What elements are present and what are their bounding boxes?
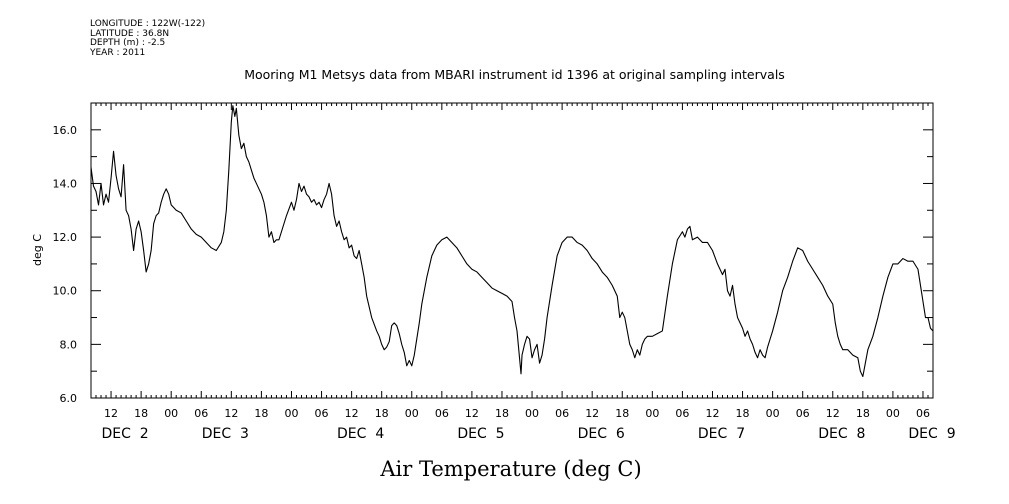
y-tick-label: 14.0 bbox=[53, 177, 78, 190]
x-day-label: DEC 5 bbox=[457, 426, 504, 442]
latitude-label: LATITUDE : 36.8N bbox=[90, 28, 170, 39]
plot-frame bbox=[90, 102, 934, 399]
axes-group: 6.0 8.0 10.0 12.0 14.0 16.0 12 18 00 06 12 18 00 06 12… bbox=[53, 102, 956, 442]
depth-label: DEPTH (m) : -2.5 bbox=[90, 38, 166, 48]
x-hour-label: 06 bbox=[796, 407, 810, 420]
x-hour-label: 18 bbox=[375, 407, 389, 420]
y-tick-label: 10.0 bbox=[53, 285, 78, 298]
x-day-label: DEC 8 bbox=[818, 426, 865, 442]
x-hour-label: 06 bbox=[194, 407, 208, 420]
x-hour-label: 18 bbox=[495, 407, 509, 420]
x-hour-label: 00 bbox=[164, 407, 178, 420]
x-hour-label: 06 bbox=[315, 407, 329, 420]
x-hour-label: 12 bbox=[345, 407, 359, 420]
series-group bbox=[90, 105, 934, 378]
y-tick-label: 8.0 bbox=[60, 338, 78, 351]
x-hour-label: 00 bbox=[886, 407, 900, 420]
x-hour-label: 18 bbox=[254, 407, 268, 420]
x-day-label: DEC 9 bbox=[908, 426, 955, 442]
x-hour-label: 00 bbox=[284, 407, 298, 420]
x-hour-label: 12 bbox=[705, 407, 719, 420]
x-hour-label: 18 bbox=[856, 407, 870, 420]
x-day-label: DEC 6 bbox=[578, 426, 625, 442]
x-axis-label: Air Temperature (deg C) bbox=[379, 457, 641, 481]
y-axis-label: deg C bbox=[31, 234, 44, 266]
x-hour-label: 06 bbox=[555, 407, 569, 420]
x-day-label: DEC 7 bbox=[698, 426, 745, 442]
x-hour-label: 18 bbox=[134, 407, 148, 420]
metadata-block: LONGITUDE : 122W(-122) LATITUDE : 36.8N … bbox=[90, 19, 206, 58]
x-hour-label: 00 bbox=[405, 407, 419, 420]
x-hour-label: 18 bbox=[615, 407, 629, 420]
longitude-label: LONGITUDE : 122W(-122) bbox=[90, 19, 206, 29]
y-tick-label: 6.0 bbox=[60, 392, 78, 405]
x-hour-label: 12 bbox=[224, 407, 238, 420]
x-hour-label: 00 bbox=[766, 407, 780, 420]
x-hour-label: 18 bbox=[736, 407, 750, 420]
x-hour-label: 06 bbox=[675, 407, 689, 420]
y-tick-label: 12.0 bbox=[53, 231, 78, 244]
y-tick-label: 16.0 bbox=[53, 124, 78, 137]
x-hour-label: 12 bbox=[826, 407, 840, 420]
x-hour-label: 00 bbox=[525, 407, 539, 420]
x-hour-label: 12 bbox=[104, 407, 118, 420]
x-hour-label: 12 bbox=[585, 407, 599, 420]
x-hour-label: 06 bbox=[435, 407, 449, 420]
year-label: YEAR : 2011 bbox=[90, 47, 146, 58]
x-day-label: DEC 2 bbox=[101, 426, 148, 442]
x-hour-label: 00 bbox=[645, 407, 659, 420]
chart-title: Mooring M1 Metsys data from MBARI instru… bbox=[244, 67, 785, 82]
x-hour-label: 06 bbox=[916, 407, 930, 420]
temperature-line bbox=[90, 105, 934, 378]
x-day-label: DEC 3 bbox=[202, 426, 249, 442]
x-day-label: DEC 4 bbox=[337, 426, 384, 442]
x-hour-label: 12 bbox=[465, 407, 479, 420]
